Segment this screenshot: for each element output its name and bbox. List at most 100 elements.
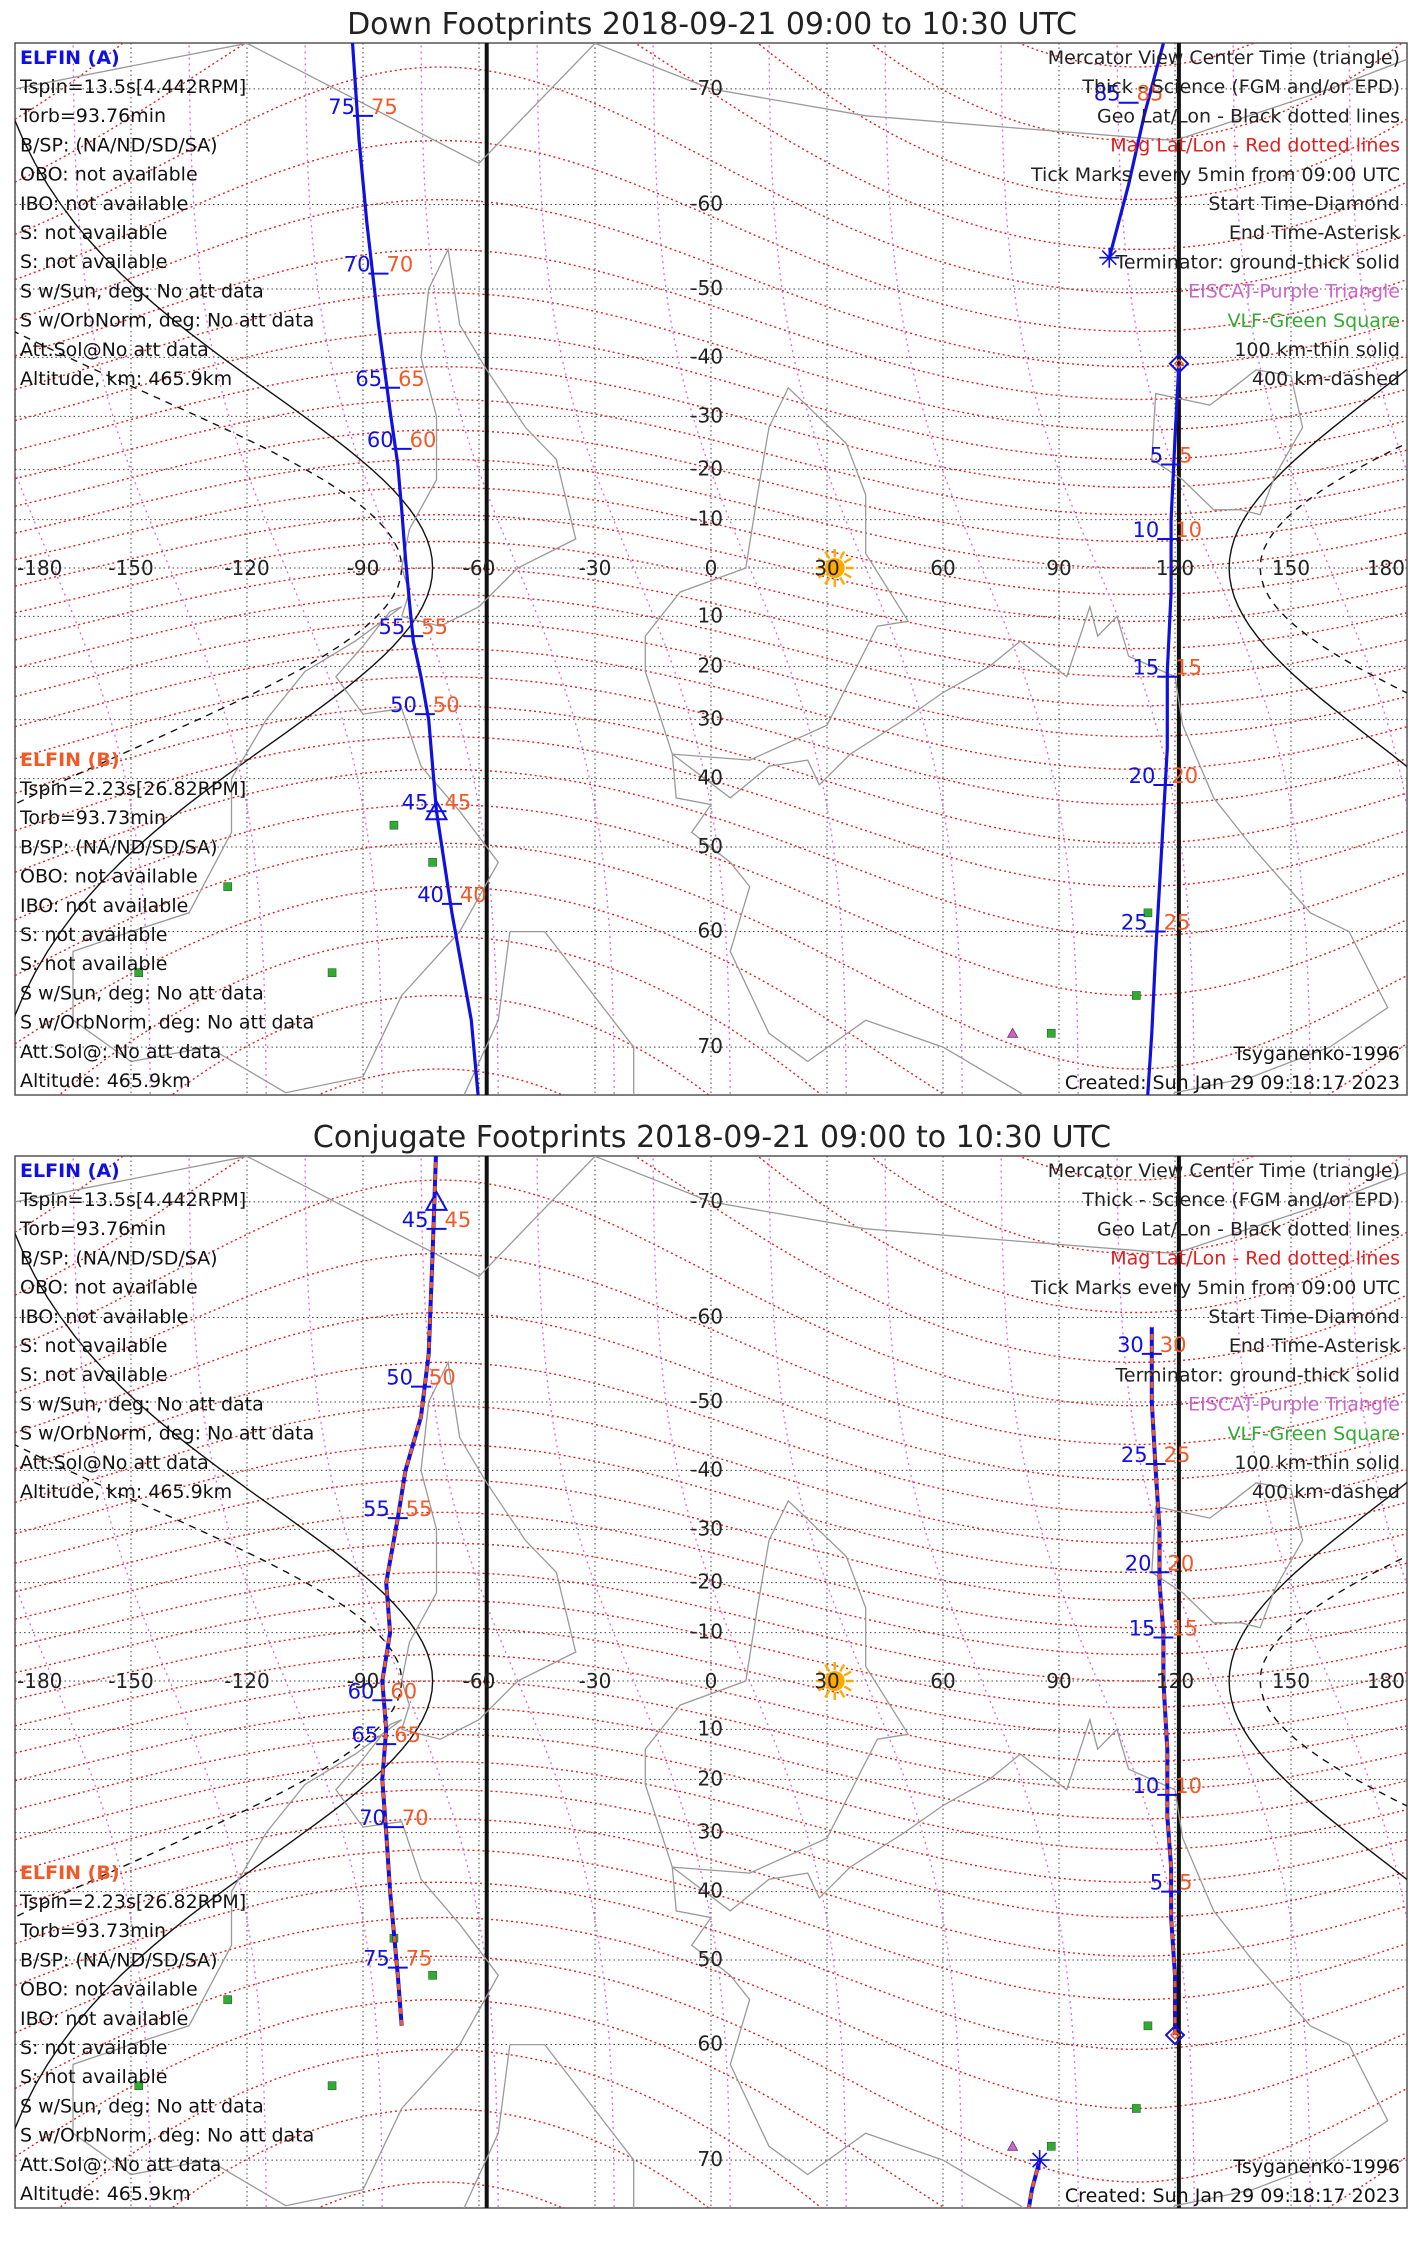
sun-ray [843, 1670, 852, 1677]
sun-ray [839, 1689, 846, 1699]
mag-lon-line [652, 1156, 847, 2208]
terminator-100km [15, 118, 434, 1018]
lat-tick-label: -10 [690, 507, 723, 531]
probe-a-info: S: not available [20, 1364, 167, 1386]
mag-lon-line [768, 1156, 963, 2208]
probe-a-info: OBO: not available [20, 164, 198, 186]
probe-b-info: S w/OrbNorm, deg: No att data [20, 2125, 314, 2147]
probe-b-info: S: not available [20, 2037, 167, 2059]
coastline [15, 43, 1407, 165]
lon-tick-label: 60 [930, 556, 955, 580]
mag-lon-line [1232, 43, 1407, 811]
legend-entry: End Time-Asterisk [1229, 1335, 1400, 1357]
start-diamond [1168, 353, 1190, 375]
lat-tick-label: -30 [690, 403, 723, 427]
probe-b-info: IBO: not available [20, 895, 188, 917]
probe-b-info: B/SP: (NA/ND/SD/SA) [20, 1949, 218, 1971]
probe-b-info: S w/OrbNorm, deg: No att data [20, 1012, 314, 1034]
sun-ray [824, 1663, 831, 1673]
tick-label-a: 25 [1121, 1443, 1148, 1467]
legend-entry: Geo Lat/Lon - Black dotted lines [1097, 1218, 1400, 1240]
probe-b-info: OBO: not available [20, 866, 198, 888]
mag-lat-line [316, 2181, 565, 2208]
tick-label-a: 60 [348, 1679, 375, 1703]
legend-entry: VLF-Green Square [1227, 310, 1400, 332]
lat-tick-label: -10 [690, 1620, 723, 1644]
legend-entry: Start Time-Diamond [1208, 1306, 1400, 1328]
probe-b-info: Tspin=2.23s[26.82RPM] [19, 778, 246, 800]
tick-label-b: 75 [406, 1947, 433, 1971]
tick-label-b: 45 [444, 1208, 471, 1232]
tick-label-a: 55 [363, 1497, 390, 1521]
asterisk-stroke [1101, 250, 1117, 266]
mag-lat-line [15, 1881, 1407, 2050]
track-elfin-a [1107, 43, 1165, 259]
asterisk-stroke [1032, 2152, 1048, 2168]
created-timestamp: Created: Sun Jan 29 09:18:17 2023 [1065, 1072, 1400, 1094]
tick-label-a: 55 [379, 615, 406, 639]
probe-b-info: Torb=93.73min [19, 1920, 166, 1942]
mag-lat-line [15, 458, 1407, 569]
legend-entry: Thick - Science (FGM and/or EPD) [1081, 1189, 1400, 1211]
sun-ray [839, 576, 846, 586]
lon-tick-label: 150 [1272, 1669, 1310, 1693]
mag-lat-line [58, 2048, 823, 2208]
probe-a-info: Tspin=13.5s[4.442RPM] [19, 1189, 246, 1211]
lat-tick-label: -70 [690, 1189, 723, 1213]
tick-label-a: 15 [1129, 1616, 1156, 1640]
coastline [401, 247, 577, 627]
probe-a-info: S: not available [20, 251, 167, 273]
legend-entry: Start Time-Diamond [1208, 193, 1400, 215]
vlf-square [389, 820, 399, 830]
probe-a-info: S w/OrbNorm, deg: No att data [20, 1423, 314, 1445]
legend-entry: EISCAT-Purple Triangle [1188, 281, 1400, 303]
tick-label-b: 10 [1175, 518, 1202, 542]
probe-b-label: ELFIN (B) [20, 1862, 120, 1884]
mag-lat-line [15, 567, 1407, 678]
probe-b-info: OBO: not available [20, 1979, 198, 2001]
lat-tick-label: -50 [690, 1389, 723, 1413]
lon-tick-label: 30 [814, 1669, 839, 1693]
probe-a-label: ELFIN (A) [20, 47, 120, 69]
track-elfin-b [380, 1156, 438, 2026]
legend-entry: 100 km-thin solid [1234, 339, 1400, 361]
tick-label-a: 75 [328, 95, 355, 119]
panel-title: Down Footprints 2018-09-21 09:00 to 10:3… [347, 7, 1077, 42]
probe-a-info: S: not available [20, 222, 167, 244]
lon-tick-label: -60 [463, 556, 496, 580]
mag-lon-line [1348, 43, 1407, 474]
legend-entry: VLF-Green Square [1227, 1423, 1400, 1445]
tick-label-b: 5 [1179, 1871, 1192, 1895]
mag-lat-line [15, 1405, 1407, 1544]
vlf-square [1046, 2142, 1056, 2151]
sun-icon [815, 1662, 854, 1700]
lat-tick-label: -20 [690, 1570, 723, 1594]
mag-lat-line [15, 43, 1407, 250]
mag-lon-line [536, 43, 731, 1095]
sun-ray [817, 557, 826, 564]
legend-entry: Thick - Science (FGM and/or EPD) [1081, 76, 1400, 98]
panel-down: Down Footprints 2018-09-21 09:00 to 10:3… [14, 7, 1408, 1096]
legend-entry: Terminator: ground-thick solid [1115, 251, 1401, 273]
mag-lon-line [304, 1156, 499, 2208]
vlf-square [327, 968, 337, 977]
lat-tick-label: 20 [698, 1766, 723, 1790]
coastline [644, 386, 910, 761]
probe-b-info: S w/Sun, deg: No att data [20, 2095, 264, 2117]
model-label: Tsyganenko-1996 [1232, 1043, 1400, 1065]
vlf-square [223, 882, 232, 891]
tick-label-a: 70 [344, 253, 371, 277]
tick-label-a: 25 [1121, 911, 1148, 935]
mag-lat-line [15, 540, 1407, 650]
lon-tick-label: 90 [1046, 556, 1071, 580]
probe-b-info: Att.Sol@: No att data [20, 1041, 221, 1063]
start-diamond [1164, 2024, 1186, 2046]
coastline [463, 930, 635, 1095]
mag-lon-line [188, 1156, 383, 2208]
track-elfin-a [380, 1156, 438, 2026]
mag-lat-line [15, 514, 1407, 622]
tick-label-b: 45 [444, 790, 471, 814]
mag-lat-line [15, 1156, 1407, 1363]
probe-a-info: S w/OrbNorm, deg: No att data [20, 310, 314, 332]
track-elfin-a [1146, 363, 1181, 1095]
